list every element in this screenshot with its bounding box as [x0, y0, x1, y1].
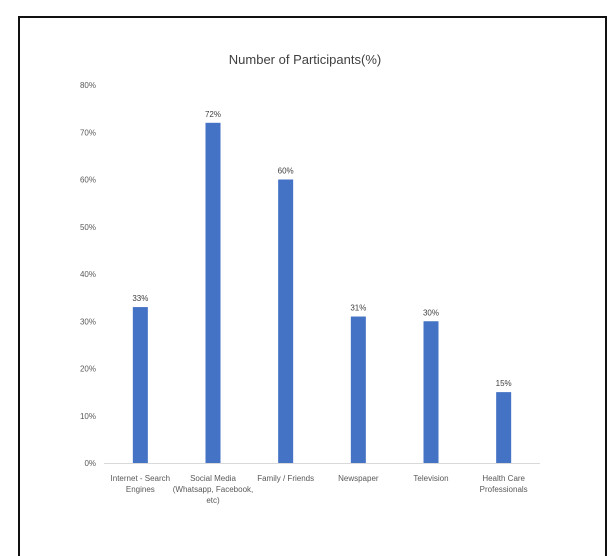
bar: [423, 321, 439, 463]
bar: [350, 316, 366, 463]
category-label: (Whatsapp, Facebook,: [173, 485, 253, 494]
y-tick-label: 60%: [80, 176, 96, 185]
category-label: Family / Friends: [257, 474, 314, 483]
data-label: 60%: [278, 167, 294, 176]
category-label: Health Care: [482, 474, 525, 483]
chart-frame: [18, 16, 607, 556]
category-label: Engines: [126, 485, 155, 494]
category-label: Television: [413, 474, 448, 483]
y-tick-label: 50%: [80, 223, 96, 232]
data-label: 30%: [423, 308, 439, 317]
data-label: 31%: [350, 304, 366, 313]
category-label: Social Media: [190, 474, 236, 483]
category-label: Newspaper: [338, 474, 379, 483]
bar: [132, 307, 148, 463]
bar: [496, 392, 512, 463]
bar: [278, 179, 294, 463]
bar: [205, 122, 221, 464]
y-tick-label: 80%: [80, 81, 96, 90]
bar-chart: 0% 10% 20% 30% 40% 50% 60% 70% 80% 33% Internet - …: [80, 81, 540, 505]
data-label: 72%: [205, 110, 221, 119]
data-label: 33%: [132, 294, 148, 303]
y-tick-label: 0%: [84, 459, 96, 468]
category-label: etc): [206, 496, 220, 505]
y-tick-label: 30%: [80, 317, 96, 326]
y-tick-label: 40%: [80, 270, 96, 279]
y-tick-label: 10%: [80, 412, 96, 421]
category-label: Internet - Search: [111, 474, 171, 483]
category-label: Professionals: [480, 485, 528, 494]
data-label: 15%: [496, 379, 512, 388]
y-tick-label: 20%: [80, 365, 96, 374]
chart-title: Number of Participants(%): [228, 52, 382, 67]
y-tick-label: 70%: [80, 128, 96, 137]
